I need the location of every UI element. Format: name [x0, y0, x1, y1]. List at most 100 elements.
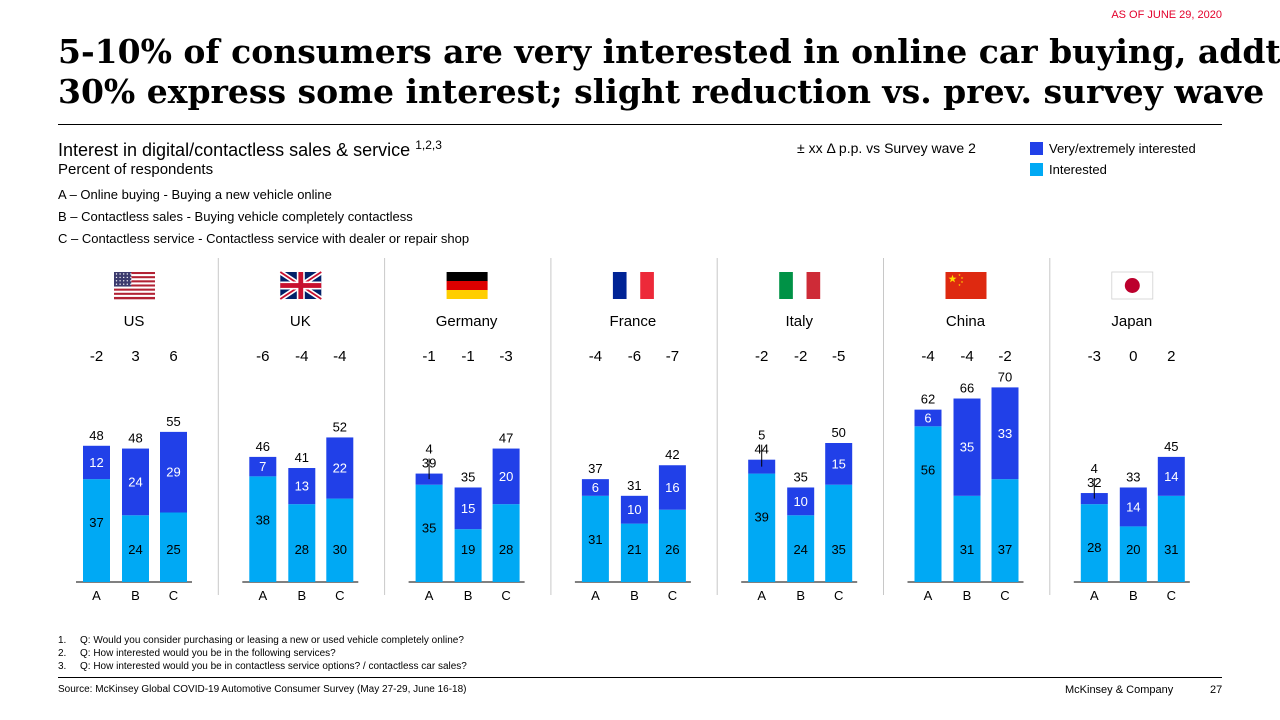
bar-interested-uk-b — [288, 504, 316, 582]
category-label-japan-c: C — [1167, 588, 1176, 603]
title-line-2: 30% express some interest; slight reduct… — [58, 72, 1265, 111]
bar-very-germany-b — [454, 487, 482, 530]
footnote-1: 1. Q: Would you consider purchasing or le… — [58, 634, 467, 647]
france-flag-icon — [612, 272, 654, 299]
bar-very-france-b — [620, 495, 648, 524]
footer-divider — [58, 677, 1222, 678]
bar-interested-us-a — [83, 479, 110, 582]
interested-label-france-a: 31 — [588, 532, 602, 547]
interested-label-italy-c: 35 — [831, 542, 845, 557]
chart-subtitle: Interest in digital/contactless sales & … — [58, 138, 442, 161]
legend: Very/extremely interested Interested — [1030, 138, 1196, 180]
delta-italy-a: -2 — [755, 348, 768, 365]
interested-label-germany-b: 19 — [461, 542, 475, 557]
interested-label-japan-a: 28 — [1087, 540, 1101, 555]
delta-uk-b: -4 — [295, 348, 308, 365]
delta-france-c: -7 — [666, 348, 679, 365]
footnote-3-text: Q: How interested would you be in contac… — [80, 661, 467, 672]
very-label-china-a: 6 — [924, 410, 931, 425]
very-label-us-c: 29 — [166, 465, 180, 480]
footnote-1-text: Q: Would you consider purchasing or leas… — [80, 635, 464, 646]
bar-interested-uk-a — [249, 476, 277, 582]
category-label-france-c: C — [668, 588, 677, 603]
bar-interested-italy-a — [748, 473, 776, 582]
total-label-germany-c: 47 — [499, 431, 513, 446]
bar-interested-us-c — [160, 512, 187, 582]
very-label-uk-c: 22 — [333, 461, 347, 476]
interested-label-china-a: 56 — [921, 462, 935, 477]
total-label-uk-a: 46 — [256, 439, 270, 454]
very-label-china-b: 35 — [960, 440, 974, 455]
bar-interested-france-b — [620, 523, 648, 582]
interested-label-us-c: 25 — [166, 542, 180, 557]
footnote-3: 3. Q: How interested would you be in cont… — [58, 660, 467, 673]
category-label-germany-c: C — [501, 588, 510, 603]
total-label-japan-b: 33 — [1126, 469, 1140, 484]
category-label-france-b: B — [630, 588, 639, 603]
japan-flag-icon — [1111, 271, 1154, 300]
very-label-germany-a: 4 — [425, 442, 432, 457]
page-title: 5-10% of consumers are very interested i… — [58, 32, 1280, 112]
total-label-france-b: 31 — [627, 478, 641, 493]
very-label-japan-c: 14 — [1164, 469, 1178, 484]
bar-very-italy-b — [787, 487, 815, 516]
delta-japan-b: 0 — [1129, 348, 1137, 365]
very-label-germany-c: 20 — [499, 469, 513, 484]
category-label-uk-c: C — [335, 588, 344, 603]
total-label-china-a: 62 — [921, 392, 935, 407]
source-note: Source: McKinsey Global COVID-19 Automot… — [58, 684, 467, 695]
definition-b: B – Contactless sales - Buying vehicle c… — [58, 209, 413, 224]
very-label-italy-a: 5 — [758, 428, 765, 443]
very-label-japan-a: 4 — [1091, 461, 1098, 476]
delta-italy-c: -5 — [832, 348, 845, 365]
bar-very-uk-a — [249, 456, 277, 477]
title-divider — [58, 124, 1222, 125]
footnote-1-number: 1. — [58, 635, 67, 646]
bar-very-japan-b — [1119, 487, 1147, 527]
interested-label-us-b: 24 — [128, 542, 142, 557]
bar-interested-china-b — [953, 495, 981, 582]
country-label-france: France — [610, 313, 657, 330]
interested-label-uk-b: 28 — [295, 542, 309, 557]
total-label-italy-c: 50 — [831, 425, 845, 440]
total-label-japan-c: 45 — [1164, 439, 1178, 454]
category-label-japan-b: B — [1129, 588, 1138, 603]
total-label-uk-b: 41 — [295, 450, 309, 465]
category-label-us-b: B — [131, 588, 140, 603]
interested-label-france-b: 21 — [627, 542, 641, 557]
very-label-china-c: 33 — [998, 426, 1012, 441]
bar-interested-italy-b — [787, 515, 815, 582]
bar-very-uk-c — [326, 437, 354, 499]
total-label-italy-b: 35 — [793, 469, 807, 484]
italy-flag-icon — [779, 272, 821, 299]
delta-us-a: -2 — [90, 348, 103, 365]
very-label-us-b: 24 — [128, 474, 142, 489]
bar-very-italy-c — [825, 443, 853, 485]
bar-very-china-a — [914, 409, 942, 427]
very-label-france-a: 6 — [592, 480, 599, 495]
footnote-2: 2. Q: How interested would you be in the … — [58, 647, 467, 660]
total-label-france-a: 37 — [588, 461, 602, 476]
footnote-2-number: 2. — [58, 648, 67, 659]
interested-label-france-c: 26 — [665, 542, 679, 557]
delta-uk-a: -6 — [256, 348, 269, 365]
brand-name: McKinsey & Company — [1065, 684, 1174, 696]
delta-note: ± xx Δ p.p. vs Survey wave 2 — [797, 140, 976, 156]
category-label-china-b: B — [963, 588, 972, 603]
us-flag-icon — [114, 272, 155, 300]
definition-c: C – Contactless service - Contactless se… — [58, 231, 470, 246]
chart-subtitle-text: Interest in digital/contactless sales & … — [58, 140, 411, 160]
interested-label-italy-b: 24 — [793, 542, 807, 557]
delta-uk-c: -4 — [333, 348, 346, 365]
interested-label-japan-b: 20 — [1126, 542, 1140, 557]
interested-label-china-c: 37 — [998, 542, 1012, 557]
delta-germany-c: -3 — [499, 348, 512, 365]
total-label-china-c: 70 — [998, 369, 1012, 384]
uk-flag-icon — [278, 269, 323, 302]
very-label-france-b: 10 — [627, 502, 641, 517]
delta-japan-a: -3 — [1088, 348, 1101, 365]
very-label-uk-b: 13 — [295, 479, 309, 494]
category-label-germany-b: B — [464, 588, 473, 603]
legend-item-interested: Interested — [1030, 159, 1196, 180]
